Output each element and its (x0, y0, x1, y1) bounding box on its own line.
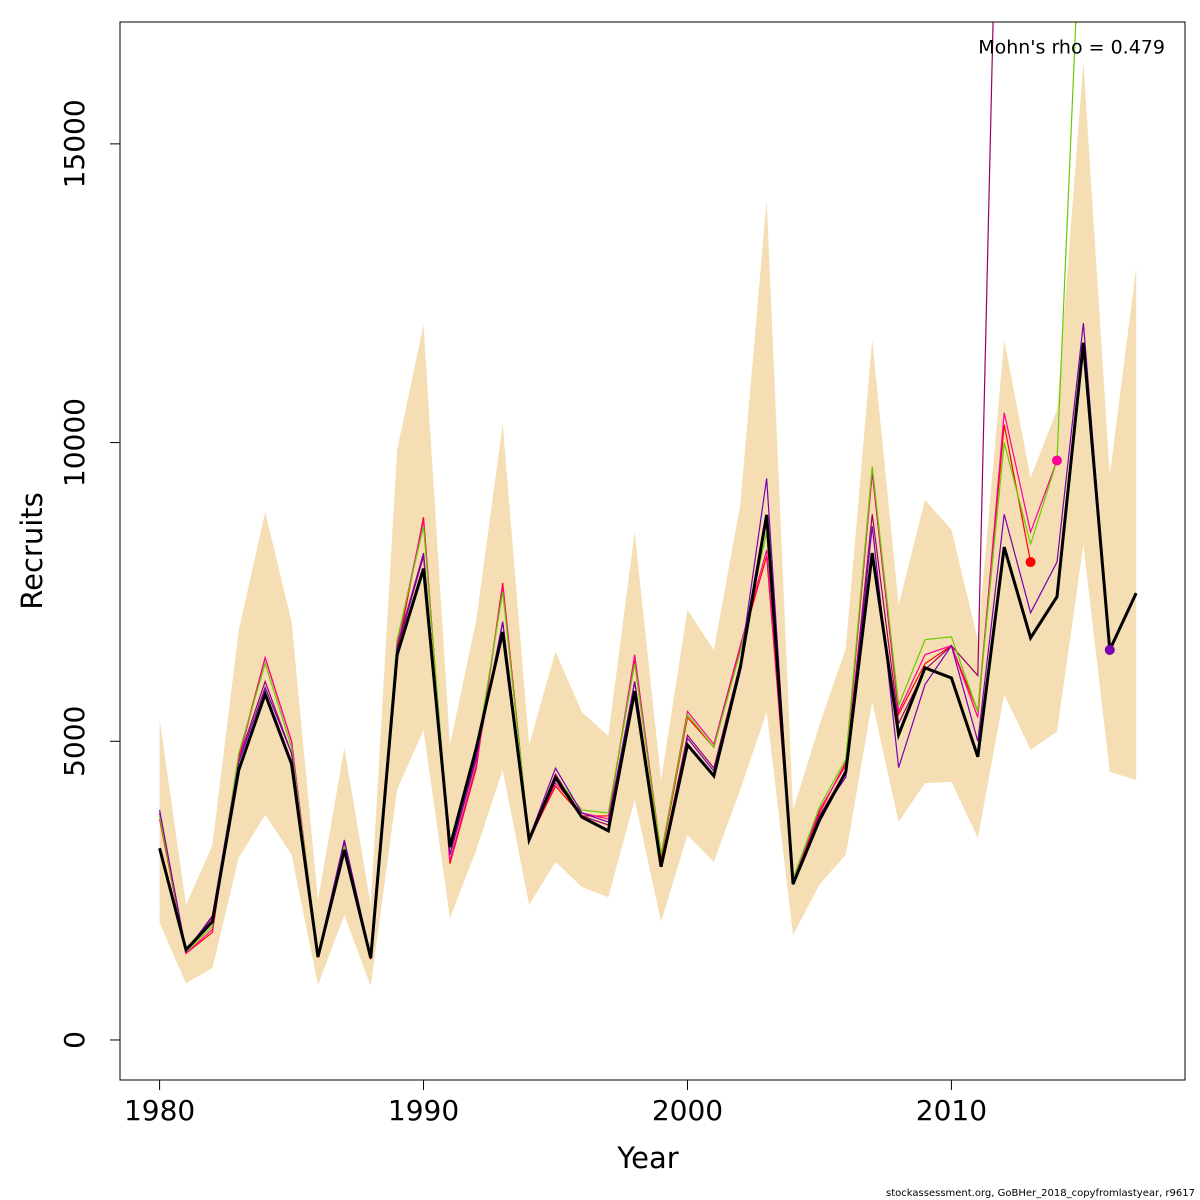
annotation: Mohn's rho = 0.479 (978, 37, 1165, 59)
x-tick-label: 2010 (916, 1094, 987, 1127)
x-tick-label: 1980 (124, 1094, 195, 1127)
terminal-point (1025, 557, 1036, 568)
footer: stockassessment.org, GoBHer_2018_copyfro… (886, 1188, 1195, 1199)
plot-area (158, 22, 1138, 987)
x-axis-label: Year (616, 1141, 678, 1175)
confidence-band (159, 62, 1137, 987)
y-axis-label: Recruits (15, 492, 49, 609)
y-tick-label: 15000 (58, 99, 91, 188)
y-tick-label: 5000 (58, 706, 91, 777)
terminal-point (1104, 644, 1115, 655)
x-tick-label: 2000 (652, 1094, 723, 1127)
y-tick-label: 0 (58, 1031, 91, 1049)
x-tick-label: 1990 (388, 1094, 459, 1127)
terminal-point (1051, 455, 1062, 466)
main-line (158, 342, 1138, 959)
y-tick-label: 10000 (58, 398, 91, 487)
